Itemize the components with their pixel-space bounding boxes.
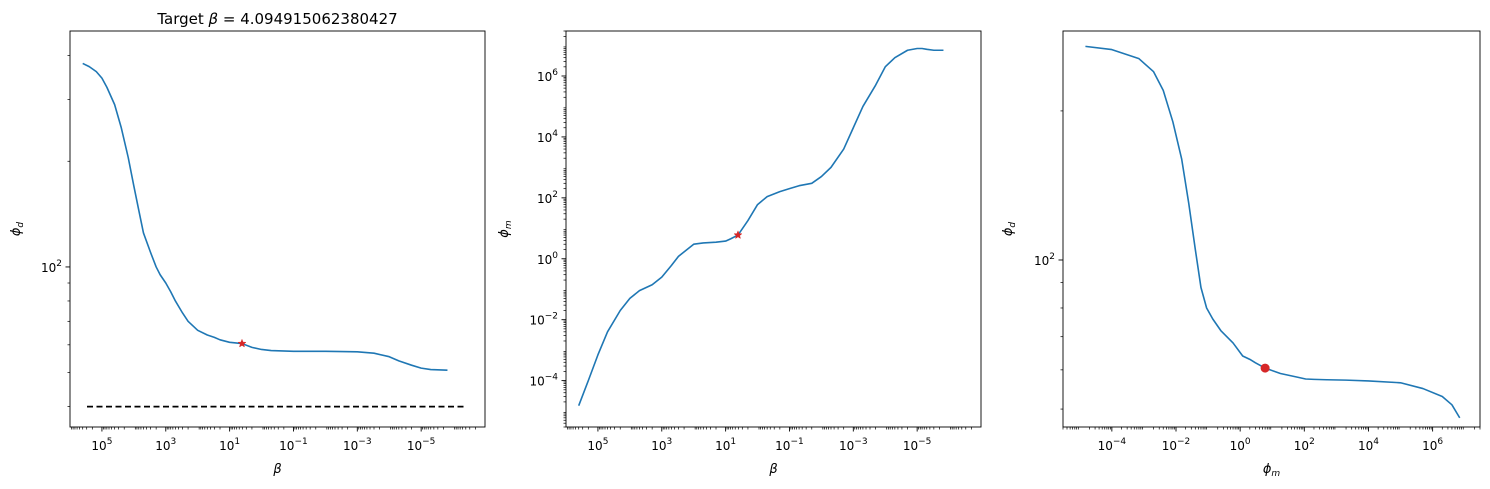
y-tick-label: 104 [537,129,558,145]
y-tick-label: 102 [537,190,558,206]
axes-frame [69,30,486,428]
x-tick-label: 106 [1422,437,1443,453]
x-tick-label: 10−2 [1162,437,1191,453]
series-line [577,47,944,406]
x-tick-label: 10−1 [775,437,804,453]
series-line [82,62,448,371]
panel-beta-vs-phi-m: 105 103 101 10−1 10−3 10−5 10−4 10−2 100 102 104 10… [497,30,982,477]
plot-area [82,62,466,408]
target-beta-star-marker [237,338,247,348]
x-tick-label: 102 [1294,437,1315,453]
y-tick-label: 100 [537,251,558,267]
x-tick-label: 105 [587,437,608,453]
panel-beta-vs-phi-d: 105 103 101 10−1 10−3 10−5 102 β ϕd Target β = 4.… [9,10,486,477]
x-tick-label: 10−3 [343,437,372,453]
x-tick-label: 103 [155,437,176,453]
x-tick-label: 100 [1230,437,1251,453]
x-tick-label: 10−3 [839,437,868,453]
y-tick-label: 102 [41,259,62,275]
x-tick-label: 10−1 [279,437,308,453]
y-tick-label: 10−4 [529,373,558,389]
target-beta-star-marker [733,230,743,240]
y-axis-label: ϕd [1001,222,1018,237]
chart-title: Target β = 4.094915062380427 [156,10,397,28]
x-tick-label: 10−5 [903,437,932,453]
x-tick-label: 103 [651,437,672,453]
y-tick-label: 10−2 [529,312,558,328]
x-tick-label: 10−5 [407,437,436,453]
x-axis-label: β [768,462,777,477]
y-tick-label: 102 [1034,252,1055,268]
y-axis-label: ϕd [9,222,26,237]
x-tick-label: 105 [91,437,112,453]
target-point-marker [1260,363,1270,373]
series-line [1085,45,1461,419]
y-tick-label: 106 [537,68,558,84]
axes-frame [565,30,982,428]
x-tick-label: 10−4 [1098,437,1127,453]
x-tick-label: 101 [715,437,736,453]
axes-frame [1062,30,1481,428]
x-tick-label: 101 [219,437,240,453]
x-axis-label: β [272,462,281,477]
x-axis-label: ϕm [1263,462,1281,479]
panel-phi-m-vs-phi-d: 10−4 10−2 100 102 104 106 102 ϕm ϕd [1001,30,1481,479]
plot-area [577,47,944,406]
y-axis-label: ϕm [497,220,514,238]
plot-area [1085,45,1461,419]
x-tick-label: 104 [1358,437,1379,453]
